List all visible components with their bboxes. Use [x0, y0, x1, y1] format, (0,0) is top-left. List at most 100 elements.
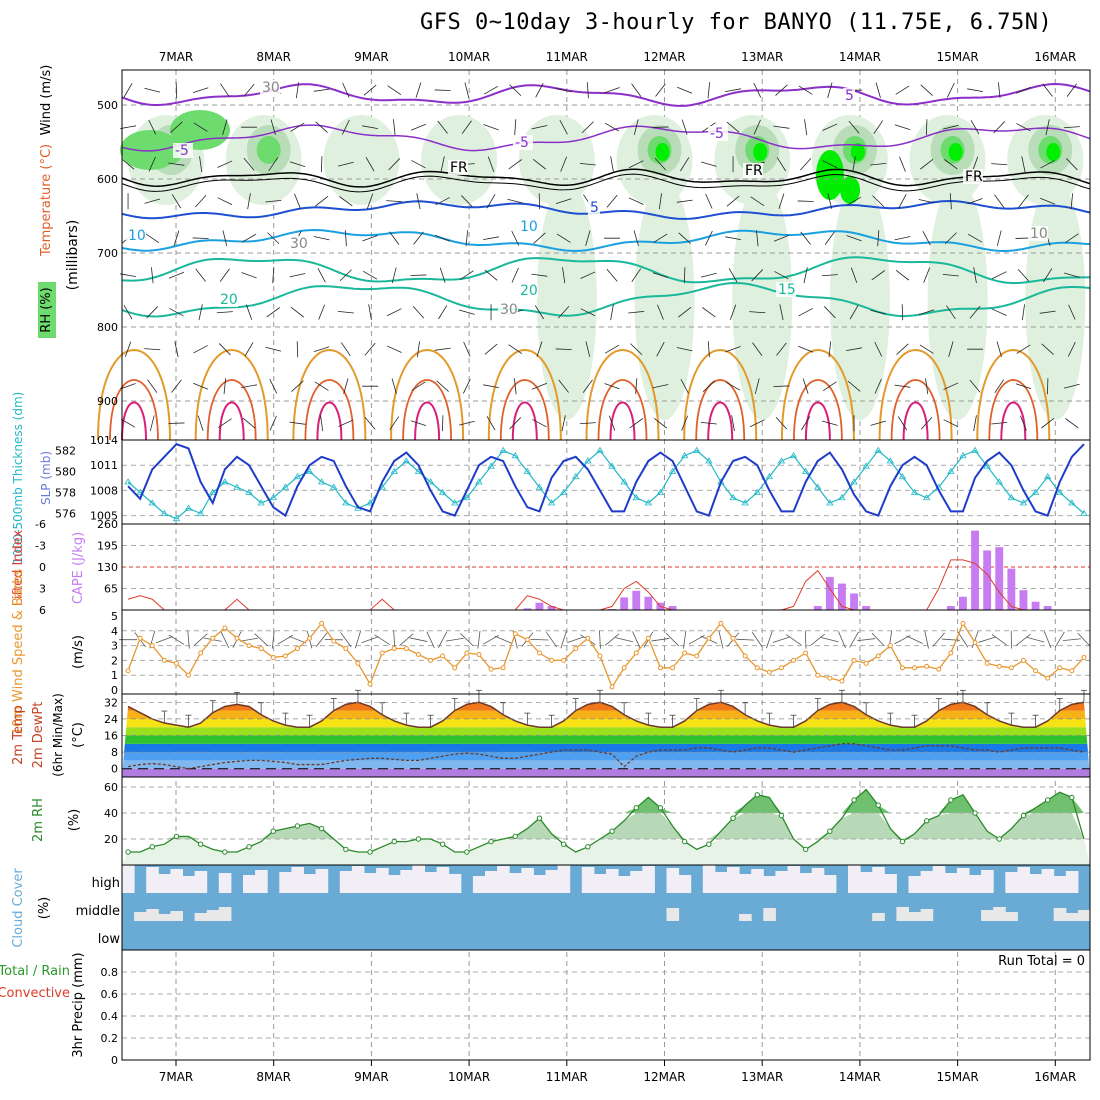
wind-barb — [559, 119, 568, 135]
wind-barb — [946, 305, 956, 320]
temp-contour-lobe — [988, 379, 1039, 441]
wind-speed-point — [597, 653, 603, 659]
wind-barb — [148, 156, 156, 172]
wind-barb — [752, 342, 763, 356]
wind-barb — [171, 194, 182, 209]
wind-speed-point — [645, 635, 651, 641]
wind-speed-point — [1057, 665, 1063, 671]
cloud-mid-gap — [920, 909, 934, 921]
wind-barb — [704, 230, 713, 246]
wind-barb — [729, 304, 737, 320]
wind-barb — [532, 158, 547, 170]
wind-barb — [1040, 197, 1056, 205]
cloud-high-gap — [436, 867, 450, 893]
wind-barb — [173, 230, 180, 246]
contour-label-bg — [260, 80, 280, 95]
temp-contour-lobe — [585, 349, 660, 441]
thickness-point — [184, 504, 193, 511]
cape-bar — [620, 597, 629, 610]
wind-barb — [217, 197, 233, 206]
contour-label-bg — [288, 236, 308, 251]
cloud-high-gap — [497, 866, 510, 893]
panel-frame — [121, 949, 1091, 1061]
thickness-point — [148, 499, 156, 506]
rh2m-point — [270, 828, 276, 834]
thickness-point — [680, 451, 689, 459]
temp-band — [122, 768, 1090, 777]
date-label-top: 12MAR — [643, 50, 685, 64]
rh-region — [1046, 143, 1061, 161]
wind-barb — [416, 193, 421, 210]
pressure-tick: 600 — [97, 173, 118, 186]
wind-barb — [677, 86, 693, 94]
wind-speed-point — [403, 646, 409, 652]
wind-speed-point — [657, 665, 663, 671]
wind-speed-point — [948, 650, 954, 656]
thickness-point — [1019, 499, 1028, 506]
wind-barb — [243, 157, 255, 171]
rh-region — [170, 110, 230, 150]
wind-barb-10m — [393, 630, 396, 649]
wind-barb — [725, 381, 741, 391]
wind-barb — [991, 421, 1008, 425]
wind-barb-10m — [494, 635, 512, 644]
wind-speed-point — [452, 665, 458, 671]
wind-tick: 2 — [111, 654, 118, 667]
thickness-point — [668, 467, 677, 474]
wind-barb — [144, 87, 161, 93]
temp-contour-lobe — [304, 379, 355, 441]
wind-barb — [652, 272, 669, 279]
thickness-point — [535, 483, 544, 490]
thickness-point — [789, 451, 798, 459]
wind-barb — [799, 157, 812, 171]
wind-barb — [315, 195, 329, 207]
cloud-high-gap — [666, 868, 680, 893]
wind-barb — [1039, 310, 1056, 314]
wind-barb-10m — [871, 632, 885, 647]
rh-tick: 20 — [104, 833, 118, 846]
rh-region — [536, 180, 597, 420]
rh2m-point — [778, 812, 785, 819]
wind-barb — [604, 122, 620, 132]
wind-barb — [244, 342, 254, 357]
wind-barb — [320, 156, 323, 173]
wind-barb — [731, 415, 735, 432]
thickness-point — [402, 457, 411, 464]
wind-barb — [942, 124, 959, 130]
thickness-point — [644, 499, 653, 506]
wind-barb — [998, 82, 1001, 99]
wind-barb — [631, 83, 642, 97]
cape-bar — [547, 606, 556, 610]
wind-barb — [217, 160, 233, 168]
temp2m-line — [127, 701, 1085, 728]
rh-region — [850, 143, 865, 161]
thickness-point — [801, 467, 810, 474]
wind-barb-10m — [991, 634, 1007, 646]
wind-barb-10m — [978, 636, 996, 643]
cloud-mid-gap — [1077, 910, 1091, 921]
wind-barb — [509, 84, 522, 97]
thickness-point — [1031, 488, 1040, 495]
wind-barb — [387, 85, 402, 96]
wind-barb — [923, 267, 931, 283]
wind-barb — [653, 417, 668, 429]
thickness-point — [874, 446, 882, 453]
cape-bar — [535, 602, 544, 610]
wind-barb — [320, 415, 324, 432]
cape-bar — [632, 590, 641, 610]
cloud-high-gap — [339, 871, 353, 893]
wind-barb — [170, 121, 183, 133]
thickness-tick: 580 — [55, 466, 76, 479]
wind-barb-10m — [971, 631, 979, 649]
wind-barb — [943, 419, 959, 428]
wind-barb — [586, 82, 589, 99]
wind-barb — [824, 306, 836, 319]
wind-barb — [289, 161, 306, 168]
wind-barb — [846, 196, 862, 206]
cloud-high-gap — [400, 870, 413, 893]
wind-barb — [652, 126, 669, 128]
contour-label-bg — [518, 219, 538, 234]
dewpoint-ylabel: 2m DewPt — [31, 702, 46, 769]
wind-barb — [487, 156, 495, 172]
contour-label-bg — [126, 228, 146, 243]
